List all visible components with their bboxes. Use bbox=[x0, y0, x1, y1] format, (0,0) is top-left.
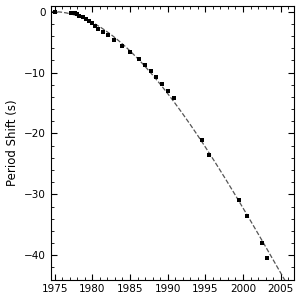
Point bbox=[159, 81, 164, 86]
Point bbox=[89, 21, 94, 26]
Point bbox=[96, 26, 101, 31]
Point bbox=[77, 13, 82, 18]
Point bbox=[69, 10, 74, 15]
Point bbox=[100, 29, 105, 34]
Point bbox=[106, 33, 110, 38]
Point bbox=[237, 198, 242, 203]
Point bbox=[244, 213, 249, 218]
Point bbox=[154, 75, 159, 80]
Point bbox=[86, 19, 91, 23]
Point bbox=[73, 11, 77, 16]
Point bbox=[288, 280, 293, 285]
Point bbox=[143, 63, 148, 68]
Point bbox=[112, 37, 117, 42]
Point bbox=[52, 9, 57, 14]
Point bbox=[128, 50, 132, 54]
Point bbox=[136, 57, 141, 62]
Point bbox=[199, 137, 204, 142]
Point bbox=[92, 23, 97, 28]
Point bbox=[265, 256, 269, 261]
Point bbox=[83, 16, 88, 21]
Point bbox=[75, 12, 80, 17]
Point bbox=[80, 15, 85, 20]
Y-axis label: Period Shift (s): Period Shift (s) bbox=[6, 99, 19, 186]
Point bbox=[207, 152, 212, 157]
Point bbox=[171, 96, 176, 100]
Point bbox=[260, 241, 264, 245]
Point bbox=[120, 43, 125, 48]
Point bbox=[165, 88, 170, 93]
Point bbox=[149, 69, 154, 74]
